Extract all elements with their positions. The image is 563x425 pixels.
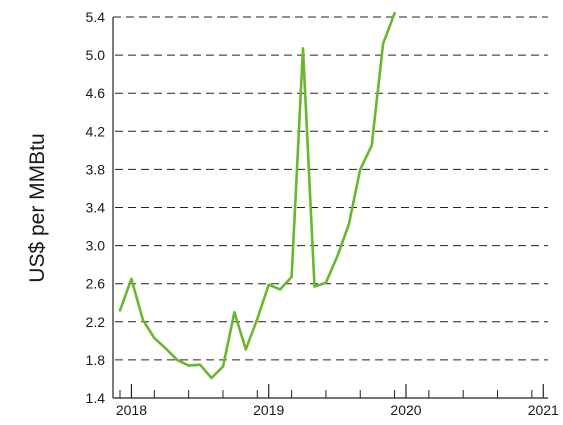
y-tick-label: 5.0 bbox=[86, 47, 106, 63]
y-tick-label: 4.6 bbox=[86, 85, 106, 101]
x-tick-label: 2018 bbox=[116, 402, 147, 418]
y-tick-label: 3.8 bbox=[86, 161, 106, 177]
y-tick-label: 3.0 bbox=[86, 238, 106, 254]
y-tick-label: 1.4 bbox=[86, 390, 106, 406]
tick-labels: 1.4 1.8 2.2 2.6 3.0 3.4 3.8 4.2 4.6 5.0 5.4 2018 201… bbox=[86, 9, 560, 418]
y-tick-label: 4.2 bbox=[86, 123, 106, 139]
gridlines bbox=[115, 54, 548, 361]
y-tick-label: 2.2 bbox=[86, 314, 106, 330]
x-tick-label: 2021 bbox=[528, 402, 559, 418]
y-tick-label: 3.4 bbox=[86, 200, 106, 216]
x-tick-label: 2019 bbox=[253, 402, 284, 418]
y-tick-label: 5.4 bbox=[86, 9, 106, 25]
y-tick-label: 1.8 bbox=[86, 352, 106, 368]
series bbox=[118, 11, 396, 380]
x-tick-label: 2020 bbox=[390, 402, 421, 418]
axes bbox=[112, 16, 548, 399]
series-line bbox=[118, 11, 396, 380]
y-axis-label: US$ per MMBtu bbox=[26, 133, 49, 282]
y-tick-label: 2.6 bbox=[86, 276, 106, 292]
